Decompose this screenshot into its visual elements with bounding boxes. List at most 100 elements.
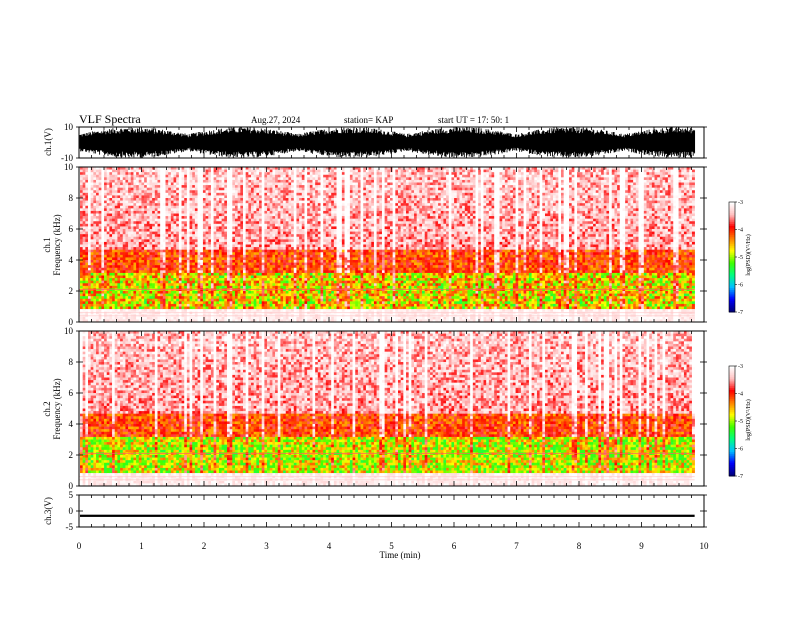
spectrogram-cell xyxy=(93,242,96,245)
spectrogram-cell xyxy=(107,188,110,191)
spectrogram-cell xyxy=(85,198,88,201)
spectrogram-cell xyxy=(139,219,142,222)
spectrogram-cell xyxy=(93,185,96,188)
spectrogram-cell xyxy=(144,260,147,263)
spectrogram-cell xyxy=(147,260,150,263)
spectrogram-cell xyxy=(158,180,161,183)
spectrogram-cell xyxy=(149,172,152,175)
spectrogram-cell xyxy=(83,309,86,312)
spectrogram-cell xyxy=(83,252,86,255)
spectrogram-cell xyxy=(131,221,134,224)
spectrogram-cell xyxy=(139,206,142,209)
spectrogram-cell xyxy=(101,312,104,315)
spectrogram-cell xyxy=(139,177,142,180)
spectrogram-cell xyxy=(158,172,161,175)
spectrogram-cell xyxy=(104,317,107,320)
spectrogram-cell xyxy=(107,317,110,320)
spectrogram-cell xyxy=(96,276,99,279)
spectrogram-cell xyxy=(99,270,102,273)
spectrogram-cell xyxy=(152,170,155,173)
spectrogram-cell xyxy=(80,281,83,284)
spectrogram-cell xyxy=(139,201,142,204)
spectrogram-cell xyxy=(144,278,147,281)
spectrogram-cell xyxy=(88,265,91,268)
spectrogram-cell xyxy=(125,203,128,206)
spectrogram-cell xyxy=(93,221,96,224)
spectrogram-cell xyxy=(155,203,158,206)
spectrogram-cell xyxy=(136,255,139,258)
spectrogram-cell xyxy=(120,291,123,294)
spectrogram-cell xyxy=(117,195,120,198)
spectrogram-cell xyxy=(155,216,158,219)
spectrogram-cell xyxy=(85,296,88,299)
spectrogram-cell xyxy=(88,294,91,297)
spectrogram-cell xyxy=(99,260,102,263)
spectrogram-cell xyxy=(112,221,115,224)
spectrogram-cell xyxy=(149,286,152,289)
spectrogram-cell xyxy=(155,288,158,291)
spectrogram-cell xyxy=(120,190,123,193)
spectrogram-cell xyxy=(115,270,118,273)
spectrogram-cell xyxy=(107,226,110,229)
spectrogram-cell xyxy=(109,203,112,206)
spectrogram-cell xyxy=(101,270,104,273)
spectrogram-cell xyxy=(144,317,147,320)
spectrogram-cell xyxy=(128,270,131,273)
spectrogram-cell xyxy=(152,219,155,222)
spectrogram-cell xyxy=(112,299,115,302)
spectrogram-cell xyxy=(104,203,107,206)
spectrogram-cell xyxy=(117,296,120,299)
spectrogram-cell xyxy=(149,281,152,284)
spectrogram-cell xyxy=(149,224,152,227)
spectrogram-cell xyxy=(152,203,155,206)
spectrogram-cell xyxy=(80,273,83,276)
spectrogram-cell xyxy=(104,237,107,240)
spectrogram-cell xyxy=(144,183,147,186)
spectrogram-cell xyxy=(125,219,128,222)
spectrogram-cell xyxy=(109,260,112,263)
spectrogram-cell xyxy=(125,216,128,219)
spectrogram-cell xyxy=(128,185,131,188)
header-station: station= KAP xyxy=(344,115,393,125)
spectrogram-cell xyxy=(117,265,120,268)
spectrogram-cell xyxy=(144,203,147,206)
spectrogram-cell xyxy=(147,296,150,299)
spectrogram-cell xyxy=(115,294,118,297)
spectrogram-cell xyxy=(133,304,136,307)
spectrogram-cell xyxy=(112,190,115,193)
spectrogram-cell xyxy=(136,270,139,273)
spectrogram-cell xyxy=(80,286,83,289)
spectrogram-cell xyxy=(141,201,144,204)
spectrogram-cell xyxy=(91,201,94,204)
spectrogram-cell xyxy=(141,226,144,229)
spectrogram-cell xyxy=(96,216,99,219)
spectrogram-cell xyxy=(133,219,136,222)
spectrogram-cell xyxy=(101,239,104,242)
spectrogram-cell xyxy=(141,286,144,289)
spectrogram-cell xyxy=(80,265,83,268)
spectrogram-cell xyxy=(149,265,152,268)
spectrogram-cell xyxy=(147,278,150,281)
spectrogram-cell xyxy=(141,224,144,227)
spectrogram-cell xyxy=(147,177,150,180)
spectrogram-cell xyxy=(141,245,144,248)
spectrogram-cell xyxy=(104,211,107,214)
spectrogram-cell xyxy=(109,242,112,245)
spectrogram-cell xyxy=(104,247,107,250)
spectrogram-cell xyxy=(141,270,144,273)
spectrogram-cell xyxy=(83,270,86,273)
spectrogram-cell xyxy=(133,198,136,201)
spectrogram-cell xyxy=(131,237,134,240)
spectrogram-cell xyxy=(93,286,96,289)
spectrogram-cell xyxy=(117,283,120,286)
spectrogram-cell xyxy=(115,175,118,178)
spectrogram-cell xyxy=(107,250,110,253)
spectrogram-cell xyxy=(115,203,118,206)
spectrogram-cell xyxy=(101,242,104,245)
spectrogram-cell xyxy=(104,309,107,312)
spectrogram-cell xyxy=(109,309,112,312)
spectrogram-cell xyxy=(155,247,158,250)
spectrogram-cell xyxy=(112,296,115,299)
spectrogram-cell xyxy=(152,234,155,237)
spectrogram-cell xyxy=(120,206,123,209)
